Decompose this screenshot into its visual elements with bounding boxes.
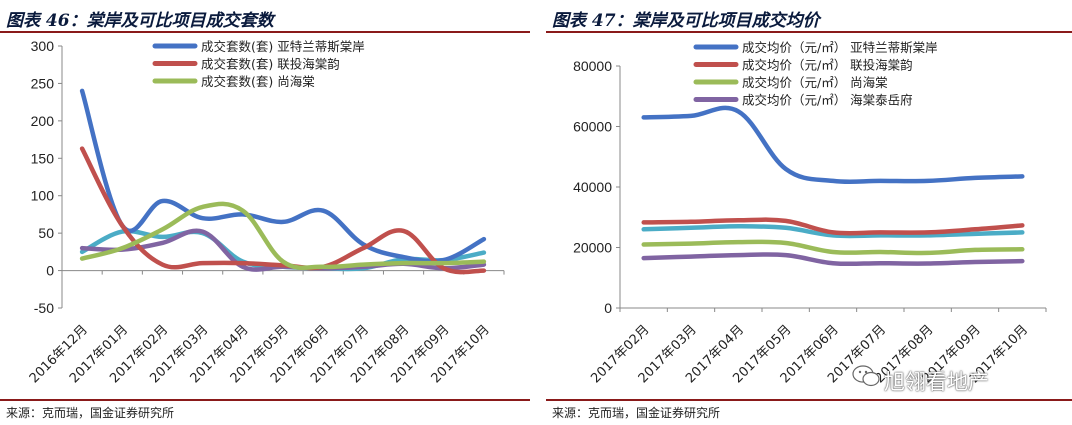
chart0-y-tick-label: -50 bbox=[34, 300, 54, 316]
left-chart-title: 图表 46：棠岸及可比项目成交套数 bbox=[6, 11, 274, 31]
chart1-y-tick-label: 60000 bbox=[573, 119, 612, 135]
right-chart-title: 图表 47：棠岸及可比项目成交均价 bbox=[552, 11, 820, 31]
chart0-y-tick-label: 50 bbox=[38, 225, 54, 241]
left-source-rule bbox=[0, 399, 530, 401]
chart0-legend-label-2: 成交套数(套) 尚海棠 bbox=[201, 74, 315, 89]
chart0-legend-label-1: 成交套数(套) 联投海棠韵 bbox=[201, 57, 340, 72]
right-chart-panel: 图表 47：棠岸及可比项目成交均价 0 20000 40000 60000 80000 2… bbox=[546, 0, 1072, 425]
right-chart-svg: 0200004000060000800002017年02月2017年03月201… bbox=[573, 40, 1047, 386]
right-chart-source: 来源：克而瑞，国金证券研究所 bbox=[552, 406, 721, 420]
chart0-y-tick-label: 300 bbox=[31, 38, 55, 54]
chart0-y-tick-label: 100 bbox=[31, 188, 55, 204]
chart1-series-line-1 bbox=[641, 217, 1025, 236]
chart1-y-tick-label: 40000 bbox=[573, 179, 612, 195]
chart0-y-tick-label: 200 bbox=[31, 113, 55, 129]
chart0-y-tick-label: 250 bbox=[31, 75, 55, 91]
right-source-rule bbox=[546, 399, 1072, 401]
chart1-series-line-4 bbox=[641, 224, 1025, 239]
chart1-y-tick-label: 0 bbox=[604, 300, 612, 316]
chart1-legend-label-3: 成交均价（元/㎡） 海棠泰岳府 bbox=[742, 93, 913, 108]
chart0-series-line-1 bbox=[79, 146, 487, 275]
chart1-series-line-3 bbox=[641, 252, 1025, 267]
chart0-legend-label-0: 成交套数(套) 亚特兰蒂斯棠岸 bbox=[201, 39, 365, 54]
chart1-y-tick-label: 20000 bbox=[573, 240, 612, 256]
chart0-y-tick-label: 0 bbox=[46, 263, 54, 279]
chart1-legend-label-0: 成交均价（元/㎡） 亚特兰蒂斯棠岸 bbox=[742, 40, 938, 55]
chart1-legend-label-1: 成交均价（元/㎡） 联投海棠韵 bbox=[742, 58, 913, 73]
chart1-legend-label-2: 成交均价（元/㎡） 尚海棠 bbox=[742, 75, 888, 90]
left-chart-source: 来源：克而瑞，国金证券研究所 bbox=[6, 406, 175, 420]
chart1-y-tick-label: 80000 bbox=[573, 58, 612, 74]
left-title-rule bbox=[0, 31, 530, 33]
chart1-series-line-0 bbox=[641, 105, 1025, 185]
chart0-series-line-0 bbox=[79, 88, 487, 264]
left-chart-panel: 图表 46：棠岸及可比项目成交套数 -50 0 50 100 150 200 250 300 2… bbox=[0, 0, 530, 425]
watermark-text: 旭翎看地产 bbox=[884, 370, 989, 394]
chart1-series-line-2 bbox=[641, 239, 1025, 256]
chart0-y-tick-label: 150 bbox=[31, 150, 55, 166]
chart0-series-line-2 bbox=[79, 201, 487, 271]
right-title-rule bbox=[546, 31, 1072, 33]
wechat-icon bbox=[852, 365, 880, 387]
left-chart-svg: -500501001502002503002016年12月2017年01月201… bbox=[27, 38, 505, 386]
